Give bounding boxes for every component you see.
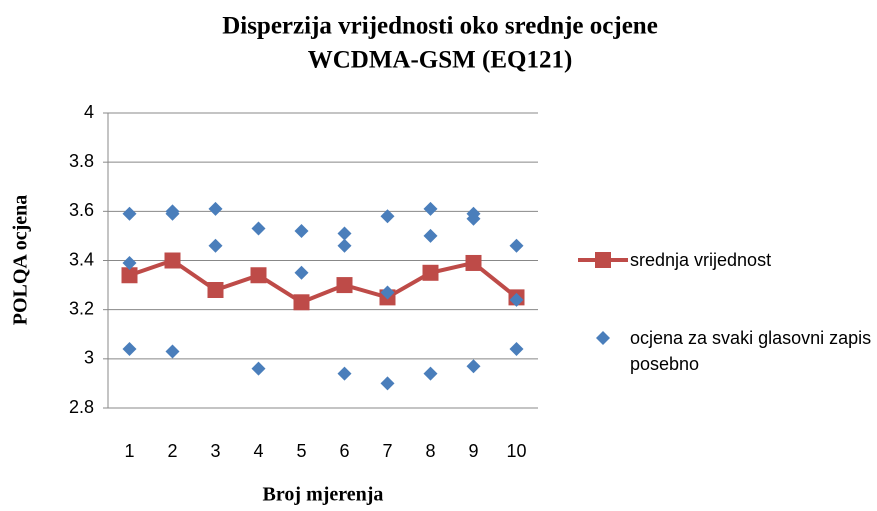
scatter-point xyxy=(294,224,309,238)
x-tick-label: 5 xyxy=(296,441,306,461)
line-marker xyxy=(207,282,224,298)
scatter-point xyxy=(165,344,180,359)
scatter-point xyxy=(251,221,266,236)
line-marker xyxy=(465,254,482,271)
x-tick-label: 3 xyxy=(210,441,220,461)
scatter-point xyxy=(337,366,352,381)
x-axis-label: Broj mjerenja xyxy=(263,484,384,506)
chart-title: Disperzija vrijednosti oko srednje ocjen… xyxy=(222,13,658,40)
scatter-point xyxy=(380,209,395,224)
x-tick-label: 7 xyxy=(382,441,392,461)
line-marker xyxy=(164,252,181,269)
scatter-point xyxy=(208,201,223,216)
line xyxy=(128,258,518,305)
scatter-point xyxy=(122,206,137,221)
line-marker xyxy=(422,264,439,281)
x-tick-label: 8 xyxy=(425,441,435,461)
x-tick-label: 4 xyxy=(253,441,263,461)
scatter-point xyxy=(251,361,266,376)
scatter-point xyxy=(509,238,524,253)
y-tick-label: 3 xyxy=(84,348,94,368)
legend-label: ocjena za svaki glasovni zapis posebno xyxy=(630,328,872,374)
y-tick-label: 4 xyxy=(84,102,94,122)
x-tick-label: 6 xyxy=(339,441,349,461)
scatter-point xyxy=(509,342,524,356)
scatter-point xyxy=(380,376,395,391)
scatter-point xyxy=(509,292,524,307)
line-marker xyxy=(250,267,267,284)
scatter-point xyxy=(423,228,438,243)
y-tick-label: 3.6 xyxy=(69,200,94,220)
y-tick-label: 3.4 xyxy=(69,249,94,269)
scatter-point xyxy=(380,285,395,300)
line-marker xyxy=(293,294,310,311)
scatter-point xyxy=(208,238,223,253)
x-tick-label: 1 xyxy=(124,441,134,461)
scatter-point xyxy=(122,342,137,356)
legend-symbol xyxy=(595,252,611,268)
y-tick-label: 3.2 xyxy=(69,298,94,318)
y-axis-label: POLQA ocjena xyxy=(10,195,32,326)
x-tick-label: 2 xyxy=(167,441,177,461)
line-marker xyxy=(336,277,353,294)
scatter-point xyxy=(294,265,309,280)
scatter-point xyxy=(165,206,180,221)
x-tick-label: 10 xyxy=(506,441,526,461)
scatter-point xyxy=(122,255,137,270)
y-tick-label: 2.8 xyxy=(69,397,94,417)
scatter-point xyxy=(466,359,481,374)
scatter-point xyxy=(466,211,481,226)
legend-symbol xyxy=(596,331,610,345)
x-tick-label: 9 xyxy=(468,441,478,461)
scatter-point xyxy=(337,226,352,241)
scatter-point xyxy=(423,366,438,381)
legend-label: srednja vrijednost xyxy=(630,250,772,270)
scatter-point xyxy=(423,201,438,216)
y-tick-label: 3.8 xyxy=(69,151,94,171)
scatter-point xyxy=(337,238,352,253)
line-marker xyxy=(121,267,138,284)
chart-title: WCDMA-GSM (EQ121) xyxy=(308,47,573,74)
